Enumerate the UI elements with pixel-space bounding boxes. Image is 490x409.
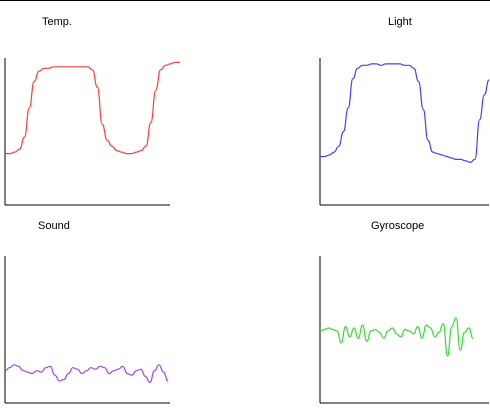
series-line-light xyxy=(320,63,490,163)
top-border-line xyxy=(0,0,490,1)
chart-temp xyxy=(4,58,180,206)
series-line-gyroscope xyxy=(319,317,474,357)
chart-title-sound: Sound xyxy=(38,220,70,232)
series-line-sound xyxy=(4,364,169,383)
chart-sound xyxy=(4,256,170,404)
chart-title-temp: Temp. xyxy=(42,16,72,28)
chart-title-light: Light xyxy=(388,16,412,28)
series-line-temp xyxy=(5,61,180,155)
chart-gyroscope xyxy=(319,256,489,404)
chart-title-gyroscope: Gyroscope xyxy=(371,220,425,232)
chart-light xyxy=(319,58,490,206)
